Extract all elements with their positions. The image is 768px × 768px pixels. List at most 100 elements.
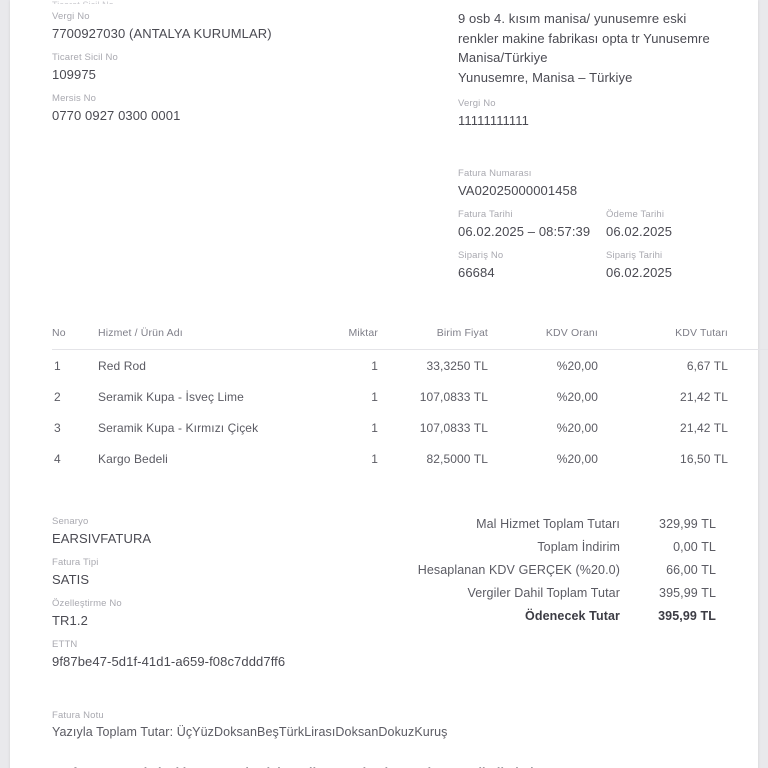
order-date-label: Sipariş Tarihi [606,250,663,261]
seller-field-mersis-no: Mersis No 0770 0927 0300 0001 [52,91,452,125]
detail-ettn: ETTN 9f87be47-5d1f-41d1-a659-f08c7ddd7ff… [52,637,382,671]
invoice-details-block: Senaryo EARSIVFATURA Fatura Tipi SATIS Ö… [52,514,382,678]
cell-no: 2 [54,390,61,404]
total-row-tax-inclusive: Vergiler Dahil Toplam Tutar 395,99 TL [406,586,716,600]
cell-total: 107,08 TL [728,381,768,412]
payment-date-label: Ödeme Tarihi [606,209,665,220]
detail-senaryo: Senaryo EARSIVFATURA [52,514,382,548]
cell-qty: 1 [371,421,378,435]
seller-field-ticaret-sicil-no: Ticaret Sicil No 109975 [52,50,452,84]
header-no: No [52,327,90,350]
invoice-date-label: Fatura Tarihi [458,209,513,220]
header-vat-amount: KDV Tutarı [598,327,728,350]
table-header-row: No Hizmet / Ürün Adı Miktar Birim Fiyat … [52,327,768,350]
seller-field-label: Ticaret Sicil No [52,52,118,63]
total-row-payable: Ödenecek Tutar 395,99 TL [406,609,716,623]
buyer-tax-label: Vergi No [458,98,496,109]
seller-field-value: 7700927030 (ANTALYA KURUMLAR) [52,26,272,41]
totals-block: Mal Hizmet Toplam Tutarı 329,99 TL Topla… [406,514,716,632]
total-row-goods-services: Mal Hizmet Toplam Tutarı 329,99 TL [406,517,716,531]
buyer-address-line: Yunusemre, Manisa – Türkiye [458,69,633,85]
order-no-field: Sipariş No 66684 [458,248,606,289]
total-value: 395,99 TL [658,609,716,623]
header-vat-rate: KDV Oranı [488,327,598,350]
invoice-meta-row-order: Sipariş No 66684 Sipariş Tarihi 06.02.20… [458,248,716,289]
detail-label: Fatura Tipi [52,557,99,568]
cell-qty: 1 [371,359,378,373]
header-qty: Miktar [298,327,378,350]
cell-unit-price: 107,0833 TL [419,390,488,404]
detail-value: SATIS [52,572,90,587]
cell-total: 33,33 TL [728,350,768,382]
summary-section: Senaryo EARSIVFATURA Fatura Tipi SATIS Ö… [52,514,716,678]
detail-value: 9f87be47-5d1f-41d1-a659-f08c7ddd7ff6 [52,654,286,669]
invoice-date-value: 06.02.2025 – 08:57:39 [458,224,591,239]
cell-vat-rate: %20,00 [556,452,598,466]
invoice-number-label: Fatura Numarası [458,168,532,179]
seller-field-label: Vergi No [52,11,90,22]
buyer-address: 9 osb 4. kısım manisa/ yunusemre eski re… [458,9,716,87]
seller-field-vergi-no: Vergi No 7700927030 (ANTALYA KURUMLAR) [52,9,452,43]
detail-value: TR1.2 [52,613,88,628]
buyer-address-line: renkler makine fabrikası opta tr Yunusem… [458,30,710,46]
total-value: 329,99 TL [659,517,716,531]
total-value: 66,00 TL [666,563,716,577]
clipped-top-label: Ticaret Sicil No [52,0,716,4]
cell-unit-price: 107,0833 TL [419,421,488,435]
cell-no: 3 [54,421,61,435]
cell-total: 82,50 TL [728,443,768,474]
total-label: Toplam İndirim [537,540,620,554]
detail-ozellestirme-no: Özelleştirme No TR1.2 [52,596,382,630]
cell-name: Seramik Kupa - İsveç Lime [98,390,244,404]
total-value: 395,99 TL [659,586,716,600]
cell-unit-price: 33,3250 TL [426,359,488,373]
invoice-note-block: Fatura Notu Yazıyla Toplam Tutar: ÜçYüzD… [52,708,716,768]
cell-qty: 1 [371,452,378,466]
cell-vat-rate: %20,00 [556,359,598,373]
invoice-date-field: Fatura Tarihi 06.02.2025 – 08:57:39 [458,207,606,248]
buyer-block: 9 osb 4. kısım manisa/ yunusemre eski re… [458,9,716,289]
cell-total: 107,08 TL [728,412,768,443]
detail-fatura-tipi: Fatura Tipi SATIS [52,555,382,589]
buyer-tax-value: 11111111111 [458,113,529,128]
invoice-meta-block: Fatura Numarası VA02025000001458 Fatura … [458,166,716,289]
header-unit-price: Birim Fiyat [378,327,488,350]
total-label: Ödenecek Tutar [525,609,620,623]
payment-date-value: 06.02.2025 [606,224,673,239]
invoice-meta-row-dates: Fatura Tarihi 06.02.2025 – 08:57:39 Ödem… [458,207,716,248]
seller-block: Vergi No 7700927030 (ANTALYA KURUMLAR) T… [52,9,452,132]
table-row: 3 Seramik Kupa - Kırmızı Çiçek 1 107,083… [52,412,768,443]
invoice-note-text: Yazıyla Toplam Tutar: ÜçYüzDoksanBeşTürk… [52,725,448,739]
total-row-discount: Toplam İndirim 0,00 TL [406,540,716,554]
buyer-address-line: Manisa/Türkiye [458,50,548,65]
line-items-table: No Hizmet / Ürün Adı Miktar Birim Fiyat … [52,327,768,474]
cell-name: Kargo Bedeli [98,452,168,466]
cell-qty: 1 [371,390,378,404]
order-date-value: 06.02.2025 [606,265,673,280]
table-row: 4 Kargo Bedeli 1 82,5000 TL %20,00 16,50… [52,443,768,474]
earchive-legal-statement: Bu fatura e-Arşiv izni kapsamında elektr… [52,766,716,768]
cell-vat-amount: 6,67 TL [686,359,728,373]
payment-date-field: Ödeme Tarihi 06.02.2025 [606,207,716,248]
detail-label: Özelleştirme No [52,598,122,609]
total-label: Hesaplanan KDV GERÇEK (%20.0) [417,563,620,577]
cell-no: 1 [54,359,61,373]
buyer-field-vergi-no: Vergi No 11111111111 [458,96,716,130]
invoice-number-field: Fatura Numarası VA02025000001458 [458,166,716,200]
cell-vat-rate: %20,00 [556,390,598,404]
invoice-note-label: Fatura Notu [52,710,104,721]
order-no-value: 66684 [458,265,495,280]
detail-label: ETTN [52,639,78,650]
cell-name: Red Rod [98,359,147,373]
cell-vat-amount: 21,42 TL [680,421,728,435]
order-date-field: Sipariş Tarihi 06.02.2025 [606,248,716,289]
cell-name: Seramik Kupa - Kırmızı Çiçek [98,421,259,435]
cell-vat-amount: 21,42 TL [680,390,728,404]
total-label: Mal Hizmet Toplam Tutarı [476,517,620,531]
invoice-number-value: VA02025000001458 [458,183,578,198]
cell-unit-price: 82,5000 TL [426,452,488,466]
buyer-address-line: 9 osb 4. kısım manisa/ yunusemre eski [458,11,687,26]
header-total: Toplam [728,327,768,350]
table-row: 2 Seramik Kupa - İsveç Lime 1 107,0833 T… [52,381,768,412]
